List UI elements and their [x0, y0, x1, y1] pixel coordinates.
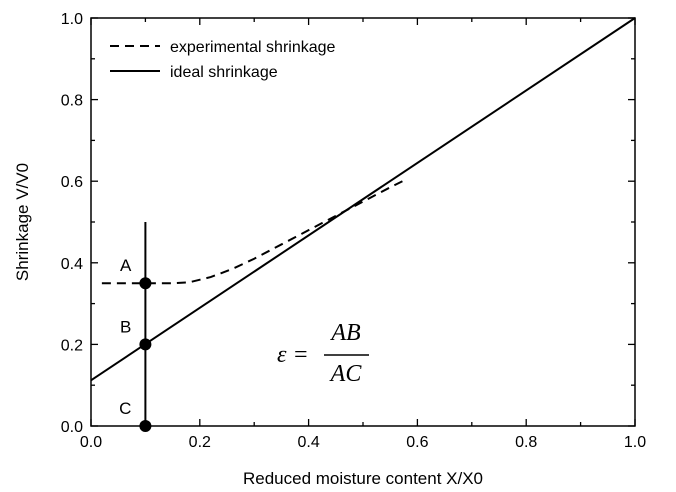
y-tick-label: 1.0 — [61, 11, 83, 28]
y-axis-label: Shrinkage V/V0 — [13, 163, 32, 281]
epsilon-formula: ε = AB AC — [277, 320, 369, 387]
series-line-experimental — [101, 178, 407, 285]
y-tick-label: 0.8 — [61, 93, 83, 110]
series-line-ideal — [90, 17, 636, 382]
x-axis-label: Reduced moisture content X/X0 — [243, 469, 483, 488]
ticks-layer: 0.0 0.2 0.4 0.6 0.8 1.0 0.0 0.2 0.4 0.6 0.8 1.0 — [61, 11, 646, 451]
point-a — [139, 277, 152, 290]
plot-frame — [90, 17, 636, 427]
x-tick-label: 0.6 — [406, 434, 428, 451]
legend: experimental shrinkage ideal shrinkage — [110, 39, 336, 81]
y-tick-label: 0.0 — [61, 419, 83, 436]
x-tick-label: 0.0 — [80, 434, 102, 451]
y-tick-label: 0.6 — [61, 174, 83, 191]
x-tick-label: 0.8 — [515, 434, 537, 451]
legend-label-experimental: experimental shrinkage — [170, 39, 336, 56]
formula-numerator: AB — [329, 320, 361, 346]
formula-lhs: ε = — [277, 342, 309, 368]
y-tick-label: 0.4 — [61, 256, 83, 273]
x-tick-label: 0.4 — [297, 434, 319, 451]
point-label-b: B — [120, 317, 131, 336]
legend-label-ideal: ideal shrinkage — [170, 64, 278, 81]
x-tick-label: 1.0 — [624, 434, 646, 451]
point-b — [139, 338, 152, 351]
point-label-a: A — [120, 256, 132, 275]
y-tick-label: 0.2 — [61, 337, 83, 354]
point-label-c: C — [119, 399, 131, 418]
formula-denominator: AC — [329, 361, 363, 387]
x-tick-label: 0.2 — [189, 434, 211, 451]
